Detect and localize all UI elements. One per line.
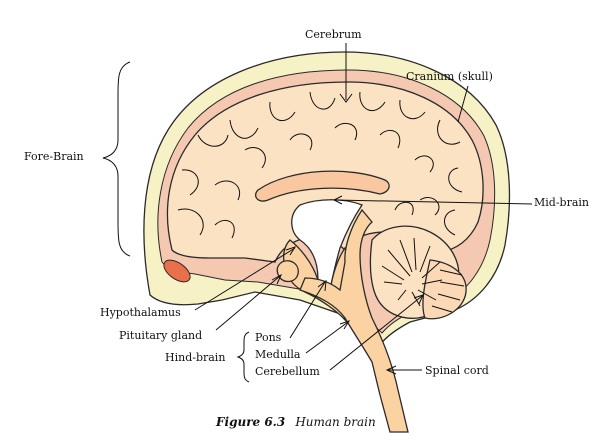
medulla-pointer-arrow [339,320,351,330]
mid-brain-pointer-arrow [332,195,343,205]
label-pons: Pons [255,331,282,344]
hypothalamus-pointer-arrow [285,246,297,256]
brainstem-shape [299,208,409,433]
label-spinal-cord: Spinal cord [425,364,489,377]
cerebellum-pointer-line [329,295,423,371]
label-medulla: Medulla [255,348,301,361]
label-hind-brain: Hind-brain [165,351,225,364]
cerebrum-pointer-arrow [339,93,353,103]
corpus-callosum [254,170,390,202]
pituitary-pointer-line [215,275,281,331]
pituitary-gland-shape [276,260,299,283]
hypothalamus-pointer-line [194,247,296,311]
label-fore-brain: Fore-Brain [24,150,84,163]
label-hypothalamus: Hypothalamus [100,306,181,319]
eye-shape [163,259,191,283]
cerebellum-shape [369,225,467,320]
label-cerebellum: Cerebellum [255,365,320,378]
spinal-cord-pointer-arrow [385,365,397,375]
label-pituitary-gland: Pituitary gland [119,329,202,342]
figure-caption: Figure 6.3 Human brain [215,411,376,430]
caption-title: Human brain [294,415,375,429]
hind-brain-brace [236,331,250,383]
pons-pointer-line [289,281,326,339]
label-mid-brain: Mid-brain [534,196,589,209]
label-cerebrum: Cerebrum [305,28,362,41]
cranium-pointer-line [457,85,469,123]
medulla-pointer-line [305,321,349,354]
caption-figure-number: Figure 6.3 [215,415,285,429]
cerebellum-pointer-arrow [413,294,424,305]
fore-brain-brace [102,61,131,257]
pituitary-pointer-arrow [271,273,283,285]
cerebrum-gyri [177,91,463,239]
label-cranium: Cranium (skull) [406,70,493,83]
pons-pointer-arrow [317,279,327,292]
mid-brain-pointer-line [334,199,533,205]
pointer-lines [194,43,533,375]
